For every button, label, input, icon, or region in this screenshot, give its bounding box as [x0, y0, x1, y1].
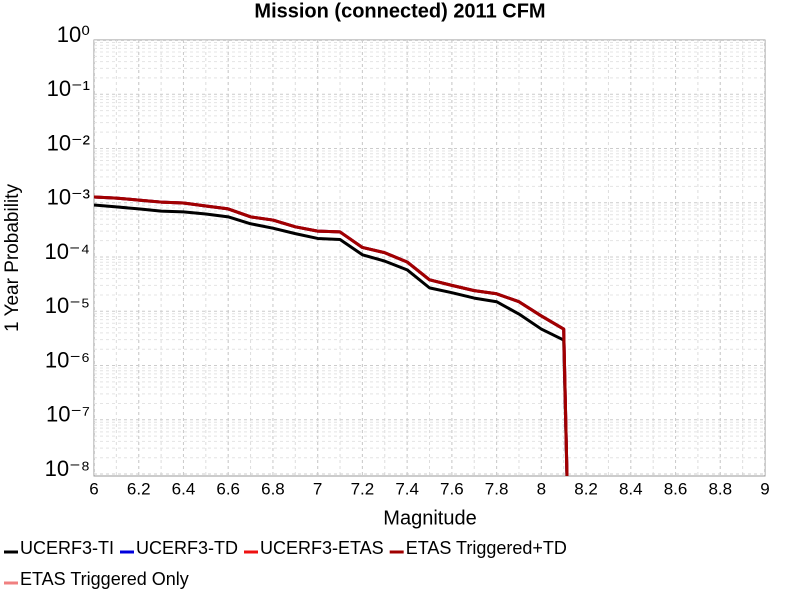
- x-tick-label: 8: [537, 479, 546, 498]
- y-axis-label: 1 Year Probability: [2, 184, 23, 332]
- series-line: [94, 203, 569, 476]
- legend-label: UCERF3-TD: [136, 538, 238, 558]
- x-tick-label: 6: [89, 479, 98, 498]
- series-line: [94, 195, 569, 476]
- x-tick-label: 6.8: [261, 479, 285, 498]
- legend-label: ETAS Triggered Only: [20, 569, 189, 589]
- chart-title: Mission (connected) 2011 CFM: [254, 0, 545, 22]
- legend-label: ETAS Triggered+TD: [406, 538, 567, 558]
- x-tick-label: 7.2: [351, 479, 375, 498]
- x-tick-label: 6.4: [172, 479, 196, 498]
- y-tick-label: 10⁻³: [47, 185, 90, 210]
- x-tick-label: 7.8: [485, 479, 509, 498]
- x-axis-label: Magnitude: [383, 507, 476, 529]
- legend-label: UCERF3-ETAS: [260, 538, 384, 558]
- y-tick-label: 10⁰: [57, 22, 90, 47]
- legend-label: UCERF3-TI: [20, 538, 114, 558]
- y-tick-label: 10⁻⁵: [45, 293, 90, 318]
- x-tick-label: 8.2: [574, 479, 598, 498]
- y-tick-label: 10⁻¹: [47, 76, 90, 101]
- x-tick-label: 8.8: [708, 479, 732, 498]
- y-tick-label: 10⁻⁴: [44, 239, 90, 264]
- x-tick-label: 9: [760, 479, 769, 498]
- y-tick-label: 10⁻⁸: [45, 456, 90, 481]
- x-tick-label: 6.6: [216, 479, 240, 498]
- x-tick-label: 8.6: [664, 479, 688, 498]
- x-tick-label: 7: [313, 479, 322, 498]
- y-tick-label: 10⁻⁷: [46, 402, 90, 427]
- y-tick-label: 10⁻⁶: [45, 347, 90, 372]
- x-tick-label: 8.4: [619, 479, 643, 498]
- x-tick-label: 7.6: [440, 479, 464, 498]
- y-tick-label: 10⁻²: [47, 130, 90, 155]
- x-tick-label: 6.2: [127, 479, 151, 498]
- x-tick-label: 7.4: [395, 479, 419, 498]
